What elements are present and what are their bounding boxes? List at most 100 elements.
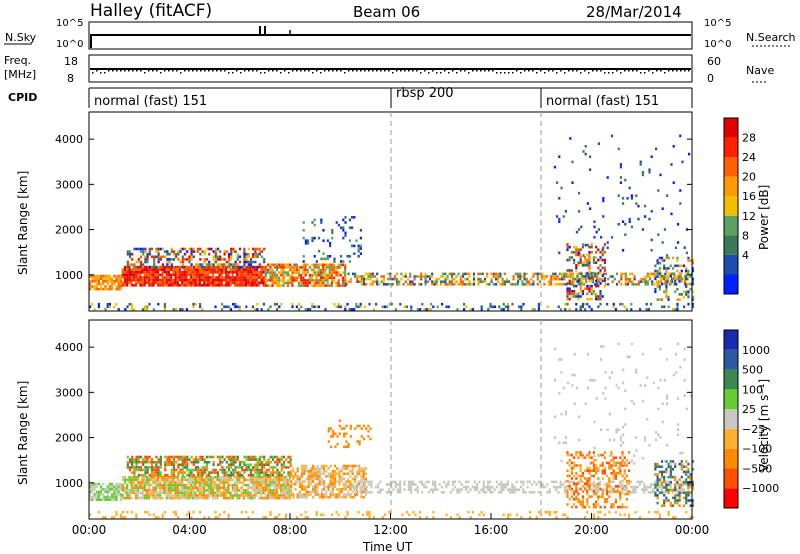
velocity-cell <box>624 407 627 411</box>
velocity-cell <box>298 485 301 489</box>
power-cell <box>117 287 120 291</box>
power-cell <box>326 284 329 287</box>
velocity-cell <box>128 468 132 472</box>
velocity-cell <box>194 494 197 497</box>
velocity-cell <box>280 458 283 461</box>
power-cell <box>104 280 107 283</box>
nave-dot <box>572 70 574 72</box>
power-cell <box>200 284 204 287</box>
power-cell <box>665 256 668 260</box>
velocity-cell <box>128 466 132 469</box>
power-cell <box>181 247 184 251</box>
power-cell <box>620 277 623 281</box>
power-cell <box>556 275 559 278</box>
power-cell <box>523 277 526 281</box>
velocity-cell <box>267 460 270 464</box>
velocity-cell <box>137 486 140 489</box>
power-cell <box>360 283 363 286</box>
power-cell <box>304 268 307 272</box>
power-cell <box>575 230 578 234</box>
power-cell <box>320 218 323 222</box>
velocity-cell <box>680 460 683 463</box>
velocity-cell <box>621 503 624 506</box>
nave-dots <box>92 70 690 74</box>
velocity-cell <box>247 496 250 500</box>
power-cell <box>91 302 94 306</box>
velocity-cell <box>577 488 580 491</box>
power-cell <box>423 308 426 311</box>
velocity-cell <box>520 485 523 489</box>
power-cell <box>236 271 239 274</box>
power-cell <box>168 260 171 264</box>
power-cell <box>472 280 476 283</box>
velocity-cell <box>165 491 168 495</box>
power-cell <box>335 281 338 285</box>
power-cell <box>691 261 694 265</box>
velocity-cell <box>218 483 221 487</box>
power-cell <box>271 284 274 287</box>
velocity-cell <box>612 490 615 493</box>
power-cell <box>273 263 276 267</box>
velocity-cell <box>597 510 600 514</box>
velocity-cell <box>292 469 295 473</box>
power-cell <box>384 283 388 286</box>
power-cell <box>282 279 285 282</box>
power-cell <box>295 271 298 274</box>
power-cell <box>560 272 564 276</box>
power-cell <box>578 277 581 281</box>
power-cell <box>121 273 124 277</box>
velocity-cell <box>403 488 406 491</box>
power-cell <box>330 271 334 274</box>
power-cell <box>245 305 248 309</box>
velocity-cell <box>243 460 246 464</box>
velocity-cell <box>176 486 179 489</box>
power-cell <box>154 268 157 271</box>
power-cell <box>165 281 168 284</box>
power-cell <box>599 258 602 262</box>
velocity-cell <box>482 483 485 486</box>
velocity-cell <box>161 483 164 487</box>
nave-dot <box>288 72 290 74</box>
velocity-cell <box>619 444 622 447</box>
velocity-cell <box>432 488 435 491</box>
velocity-cell <box>219 460 222 464</box>
velocity-cell <box>320 488 323 491</box>
power-cell <box>264 276 268 280</box>
velocity-cell <box>211 489 215 492</box>
power-cell <box>145 268 149 271</box>
velocity-cell <box>166 460 169 464</box>
velocity-cell <box>280 473 283 477</box>
power-cell <box>329 244 332 248</box>
velocity-cell <box>573 373 576 377</box>
nave-dot <box>304 70 306 72</box>
colorbar-tick-label: 28 <box>742 132 756 145</box>
power-cell <box>648 277 652 281</box>
power-cell <box>403 305 406 309</box>
velocity-cell <box>154 478 157 482</box>
velocity-cell <box>236 486 239 489</box>
velocity-cell <box>225 466 228 469</box>
velocity-cell <box>201 471 204 474</box>
velocity-cell <box>456 513 459 517</box>
velocity-cell <box>312 490 315 494</box>
velocity-cell <box>189 476 193 479</box>
power-cell <box>500 308 503 311</box>
power-cell <box>541 275 544 278</box>
velocity-cell <box>269 466 272 469</box>
velocity-cell <box>658 491 661 494</box>
power-cell <box>424 272 427 276</box>
velocity-cell <box>130 491 133 495</box>
velocity-cell <box>533 491 536 494</box>
velocity-cell <box>178 481 182 484</box>
power-cell <box>139 250 143 253</box>
velocity-cell <box>223 468 226 472</box>
power-cell <box>315 279 318 282</box>
power-cell <box>624 283 627 286</box>
power-cell <box>348 239 351 242</box>
power-cell <box>208 252 211 256</box>
power-cell <box>135 260 138 264</box>
velocity-cell <box>636 480 639 484</box>
velocity-cell <box>298 493 301 496</box>
velocity-cell <box>349 480 352 483</box>
velocity-cell <box>208 455 211 459</box>
